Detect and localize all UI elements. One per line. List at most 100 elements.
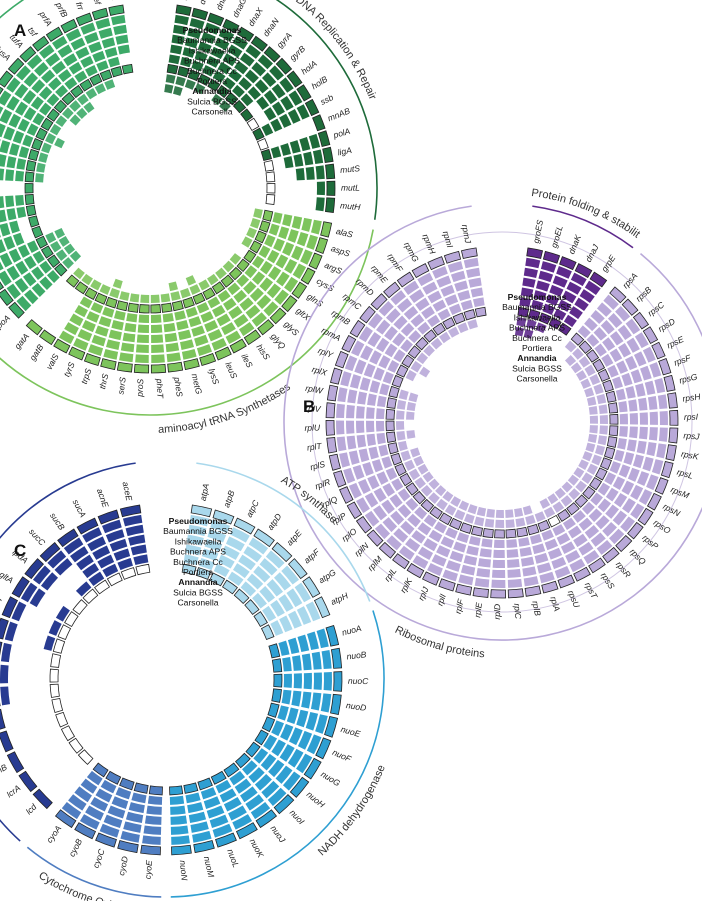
gene-cell-holA-buchnera-aps: [263, 90, 278, 105]
gene-cell-rpsC-buchnera-aps: [609, 331, 624, 346]
gene-cell-sucA-ishikawaella: [87, 536, 107, 552]
gene-cell-cyoE-portiera: [147, 795, 163, 805]
gene-cell-rplJ-buchnera-aps: [436, 545, 451, 558]
gene-cell-rplO-ishikawaella: [373, 505, 388, 521]
gene-cell-rplI-buchnera-aps: [449, 550, 464, 563]
gene-cell-rpsJ-sulcia-bgss: [599, 425, 608, 435]
gene-cell-rpsS-ishikawaella: [578, 541, 594, 556]
gene-cell-rpsO-buchnera-aps: [613, 492, 628, 508]
gene-cell-rpoA-buchnera-aps: [31, 282, 46, 298]
gene-cell-rpsA-sulcia-bgss: [564, 340, 577, 353]
gene-cell-nuoL-ishikawaella: [209, 814, 229, 829]
gene-cell-gltX-buchnera-cc: [251, 271, 266, 285]
gene-cell-rplF-buchnera-aps: [463, 555, 478, 566]
gene-cell-dnaB-buchnera-aps: [197, 41, 212, 54]
gene-cell-rplS-sulcia-bgss: [397, 440, 408, 452]
gene-cell-rpmH-portiera: [448, 303, 462, 315]
gene-cell-prfB-baumannia-bgss: [65, 28, 82, 42]
gene-cell-rplT-portiera: [376, 432, 386, 445]
gene-cell-rplV-pseudomonas: [325, 402, 336, 419]
gene-cell-rpoB-portiera: [39, 260, 52, 274]
gene-cell-sdhA-annandia: [50, 653, 62, 668]
gene-cell-rpsB-carsonella: [564, 354, 577, 367]
gene-cell-rpsU-sulcia-bgss: [534, 511, 546, 522]
gene-label-glyS: glyS: [282, 319, 301, 338]
gene-label-nuoE: nuoE: [340, 724, 362, 739]
gene-cell-dnaN-sulcia-bgss: [211, 93, 223, 106]
gene-cell-rplL-baumannia-bgss: [398, 545, 415, 561]
gene-cell-rpsG-buchnera-aps: [635, 383, 646, 397]
gene-cell-sucB-baumannia-bgss: [63, 537, 84, 555]
gene-cell-rpsC-carsonella: [570, 362, 582, 374]
gene-cell-rplC-carsonella: [505, 509, 514, 518]
gene-cell-atpG-portiera: [262, 605, 277, 622]
gene-cell-lysS-pseudomonas: [199, 352, 217, 367]
gene-cell-nusG-buchnera-aps: [0, 196, 5, 209]
taxon-label: Annandia: [192, 86, 231, 96]
gene-cell-sucA-annandia: [106, 572, 123, 587]
gene-cell-rpmF-ishikawaella: [409, 289, 425, 303]
gene-cell-glnS-pseudomonas: [291, 281, 308, 299]
gene-cell-cyoE-annandia: [148, 785, 163, 796]
gene-cell-infA-sulcia-bgss: [45, 132, 57, 145]
gene-cell-rplY-ishikawaella: [354, 359, 367, 375]
gene-cell-rplP-annandia: [399, 472, 413, 487]
gene-cell-rpsI-buchnera-aps: [639, 412, 648, 425]
gene-cell-argS-buchnera-aps: [282, 242, 295, 256]
gene-cell-rpmI-buchnera-cc: [457, 290, 471, 302]
gene-cell-rplB-ishikawaella: [522, 566, 537, 577]
gene-cell-rpmI-pseudomonas: [443, 250, 462, 264]
gene-cell-rpoC-buchnera-aps: [15, 260, 29, 275]
gene-label-dnaB: dnaB: [214, 0, 231, 12]
gene-cell-rpsC-annandia: [585, 349, 600, 363]
gene-cell-rpmD-baumannia-bgss: [378, 300, 394, 317]
gene-cell-rpsT-ishikawaella: [565, 550, 581, 564]
gene-cell-rpsD-buchnera-cc: [609, 348, 623, 363]
gene-cell-rplB-carsonella: [514, 507, 524, 518]
gene-label-gltA: gltA: [0, 569, 15, 585]
gene-cell-atpB-ishikawaella: [207, 529, 227, 543]
gene-cell-gltA-ishikawaella: [29, 588, 46, 608]
gene-cell-alaS-portiera: [272, 212, 283, 224]
gene-cell-tsf-portiera: [64, 77, 78, 90]
gene-cell-atpF-pseudomonas: [288, 558, 308, 580]
gene-label-def: def: [90, 0, 103, 7]
gene-cell-rplC-baumannia-bgss: [507, 578, 523, 588]
gene-cell-gltX-baumannia-bgss: [274, 289, 289, 305]
gene-cell-rplY-annandia: [391, 374, 404, 388]
gene-cell-rplV-annandia: [385, 408, 396, 420]
gene-cell-glyQ-buchnera-aps: [239, 297, 254, 311]
gene-cell-rpsN-annandia: [594, 467, 608, 481]
gene-label-ileS: ileS: [239, 352, 255, 370]
gene-cell-tyrS-ishikawaella: [77, 329, 93, 342]
gene-cell-dnaN-ishikawaella: [239, 52, 255, 67]
taxon-label: Buchnera Cc: [173, 557, 223, 567]
gene-cell-trpS-buchnera-cc: [98, 316, 112, 328]
gene-cell-fumC-pseudomonas: [1, 596, 19, 619]
gene-cell-nuoE-baumannia-bgss: [315, 714, 328, 734]
gene-cell-dnaG-buchnera-aps: [210, 46, 225, 60]
gene-cell-rpsF-sulcia-bgss: [593, 383, 604, 395]
gene-cell-prfB-annandia: [89, 73, 103, 86]
gene-cell-nuoM-annandia: [183, 782, 199, 794]
gene-cell-rplA-carsonella: [522, 505, 533, 516]
gene-cell-rpmC-sulcia-bgss: [416, 352, 429, 365]
gene-cell-rpsK-carsonella: [587, 433, 598, 444]
gene-label-cyoD: cyoD: [116, 855, 130, 876]
gene-cell-argS-sulcia-bgss: [246, 227, 257, 239]
gene-cell-groEL-carsonella: [523, 328, 534, 339]
gene-label-glyQ: glyQ: [269, 331, 288, 351]
gene-cell-rpsG-carsonella: [586, 396, 597, 406]
gene-cell-rpsN-pseudomonas: [646, 492, 662, 511]
gene-cell-rplR-sulcia-bgss: [400, 450, 411, 462]
gene-label-rplV: rplV: [305, 403, 322, 414]
gene-cell-rplU-buchnera-cc: [366, 420, 375, 433]
gene-cell-rplY-buchnera-aps: [363, 363, 376, 378]
gene-cell-glyQ-pseudomonas: [257, 319, 275, 336]
gene-cell-mnmG-sulcia-bgss: [38, 152, 49, 163]
gene-cell-dnaE-portiera: [168, 54, 181, 65]
gene-label-rpsG: rpsG: [678, 371, 699, 385]
gene-label-fusA: fusA: [0, 44, 13, 63]
gene-cell-rplW-buchnera-cc: [367, 393, 377, 406]
gene-cell-rpsM-sulcia-bgss: [591, 454, 603, 466]
